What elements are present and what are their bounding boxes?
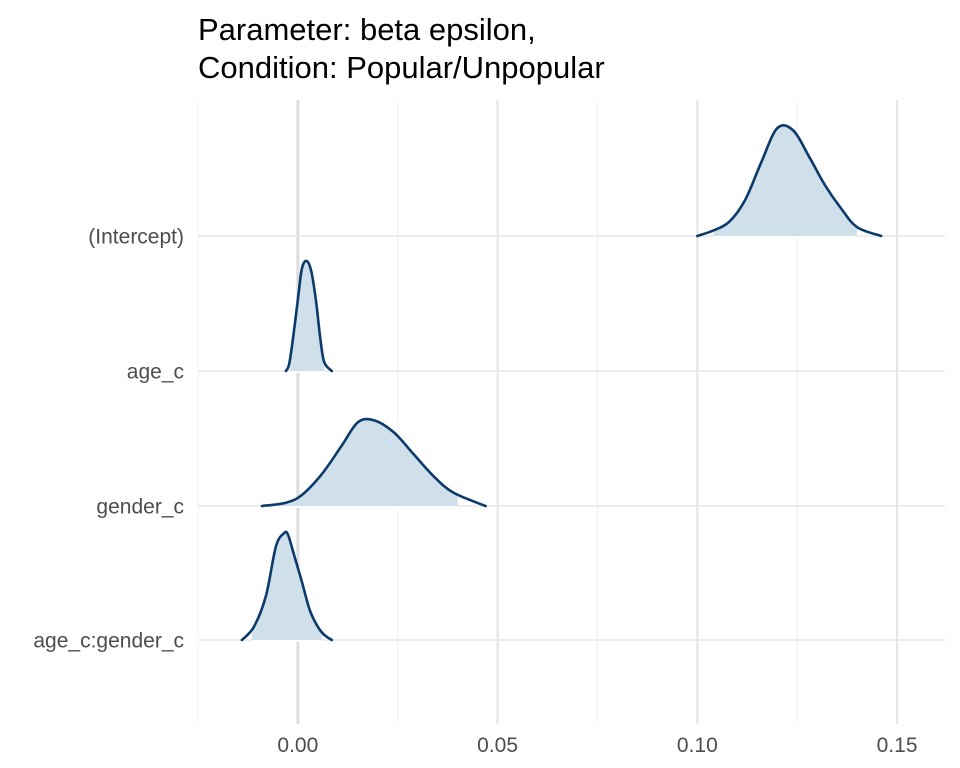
y-axis-label: age_c:gender_c [33, 630, 184, 653]
density-interval-area [251, 531, 322, 640]
density-curve [260, 417, 487, 508]
x-tick-label: 0.00 [277, 734, 318, 757]
chart-title-line-2: Condition: Popular/Unpopular [198, 50, 605, 85]
chart-title-line-1: Parameter: beta epsilon, [198, 12, 536, 47]
density-curve [284, 259, 334, 373]
x-tick-label: 0.05 [477, 734, 518, 757]
density-interval-area [713, 125, 858, 236]
y-axis-label: gender_c [96, 496, 184, 519]
x-axis-labels: 0.00 0.05 0.10 0.15 [277, 734, 917, 757]
y-axis-label: (Intercept) [88, 226, 184, 249]
density-curves [240, 124, 883, 642]
density-curve [696, 124, 883, 238]
x-tick-label: 0.15 [877, 734, 918, 757]
y-axis-label: age_c [127, 361, 184, 384]
density-curve [240, 530, 334, 642]
density-interval-area [289, 260, 324, 371]
y-axis-labels: (Intercept) age_c gender_c age_c:gender_c [33, 226, 184, 653]
grid-lines [197, 100, 945, 724]
x-tick-label: 0.10 [677, 734, 718, 757]
density-interval-area [273, 419, 458, 506]
